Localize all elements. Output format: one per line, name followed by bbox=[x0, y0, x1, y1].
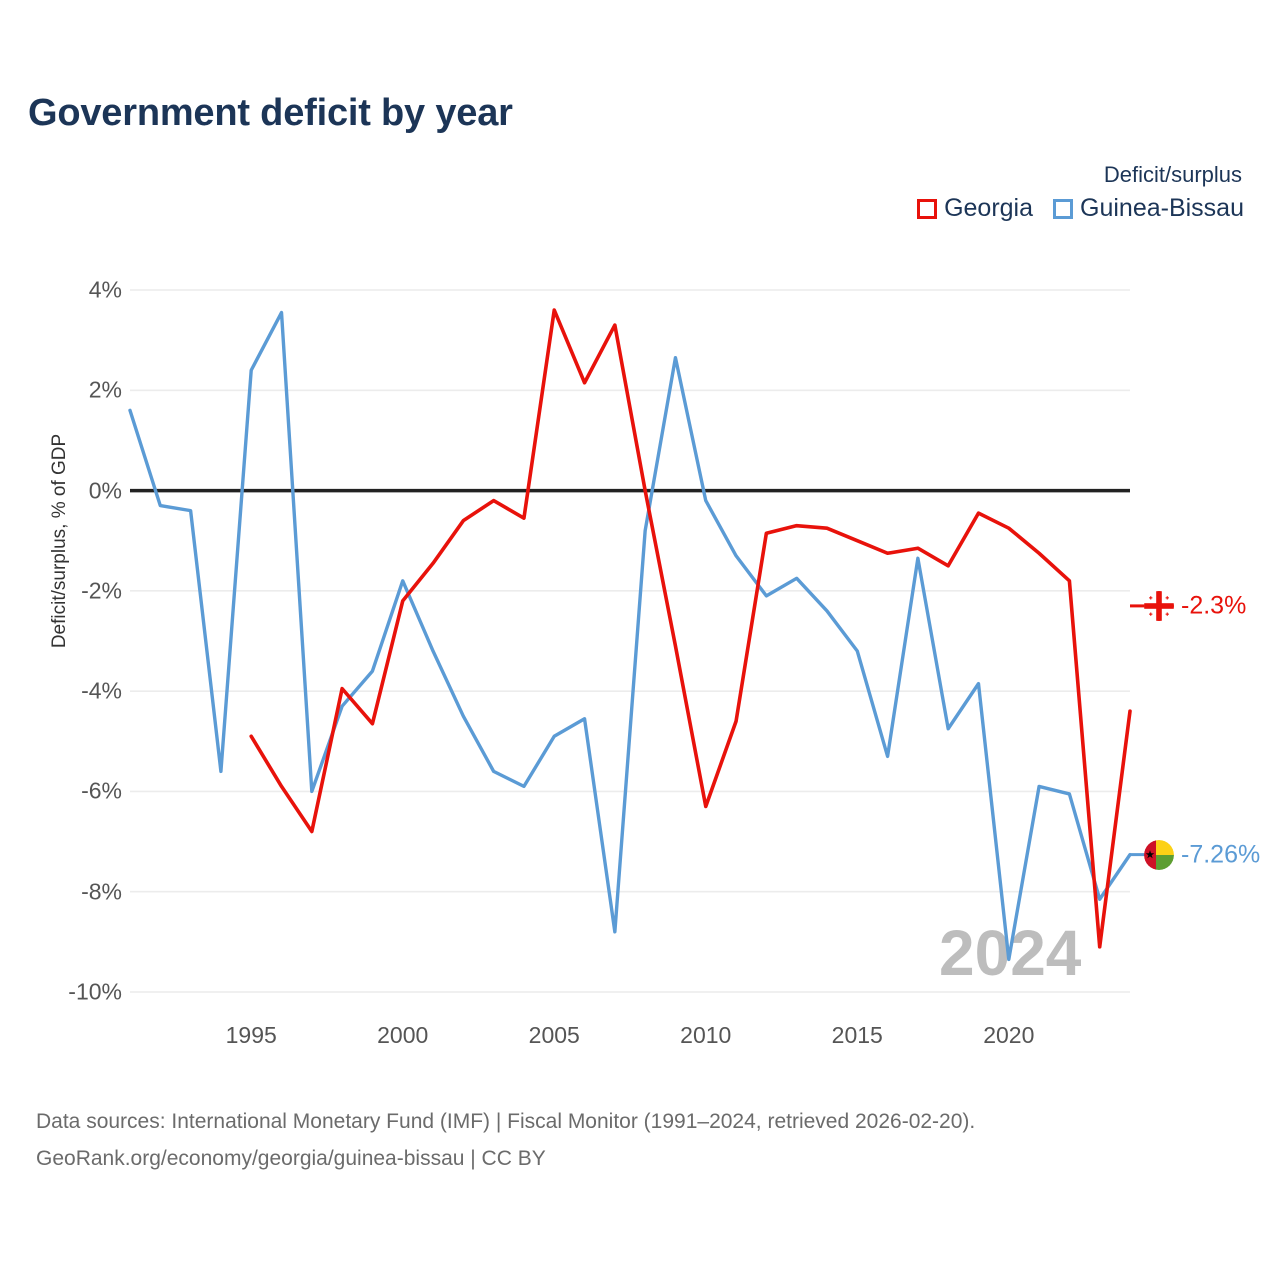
x-tick-label: 1995 bbox=[225, 1022, 277, 1048]
y-tick-label: -8% bbox=[81, 878, 122, 905]
legend-item-georgia[interactable]: Georgia bbox=[917, 194, 1033, 223]
x-tick-label: 2015 bbox=[831, 1022, 883, 1048]
legend-swatch-guinea-bissau-icon bbox=[1053, 198, 1074, 219]
legend-title: Deficit/surplus bbox=[1103, 162, 1242, 187]
legend-label-guinea-bissau: Guinea-Bissau bbox=[1080, 194, 1244, 222]
year-watermark: 2024 bbox=[939, 917, 1082, 989]
end-label-georgia: -2.3% bbox=[1181, 591, 1247, 620]
x-tick-label: 2005 bbox=[528, 1022, 580, 1048]
y-tick-label: -4% bbox=[81, 677, 122, 704]
end-label-guinea-bissau: -7.26% bbox=[1181, 840, 1261, 869]
georgia-flag-icon bbox=[1144, 590, 1174, 621]
line-series-georgia bbox=[249, 308, 1132, 949]
y-tick-label: 2% bbox=[88, 376, 122, 403]
chart-legend: Deficit/surplus Georgia Guinea-Bissau bbox=[917, 162, 1244, 223]
gridlines bbox=[130, 289, 1130, 993]
y-tick-label: -10% bbox=[68, 978, 122, 1005]
y-tick-label: -6% bbox=[81, 777, 122, 804]
footer-sources: Data sources: International Monetary Fun… bbox=[36, 1104, 975, 1178]
footer-line-1: Data sources: International Monetary Fun… bbox=[36, 1110, 976, 1133]
y-tick-label: 4% bbox=[88, 276, 122, 303]
footer-line-2: GeoRank.org/economy/georgia/guinea-bissa… bbox=[36, 1146, 546, 1170]
legend-label-georgia: Georgia bbox=[944, 194, 1034, 222]
page-title: Government deficit by year bbox=[28, 92, 513, 134]
legend-item-guinea-bissau[interactable]: Guinea-Bissau bbox=[1053, 194, 1244, 223]
x-tick-label: 2000 bbox=[377, 1022, 429, 1048]
line-series-guinea-bissau bbox=[128, 310, 1132, 962]
x-tick-label: 2010 bbox=[680, 1022, 732, 1048]
legend-swatch-georgia-icon bbox=[917, 198, 938, 219]
guinea-bissau-flag-icon bbox=[1144, 839, 1174, 870]
y-tick-label: 0% bbox=[88, 477, 122, 504]
y-axis-title: Deficit/surplus, % of GDP bbox=[49, 433, 70, 649]
y-tick-label: -2% bbox=[81, 577, 122, 604]
legend-items: Georgia Guinea-Bissau bbox=[917, 194, 1244, 223]
x-tick-label: 2020 bbox=[983, 1022, 1035, 1048]
